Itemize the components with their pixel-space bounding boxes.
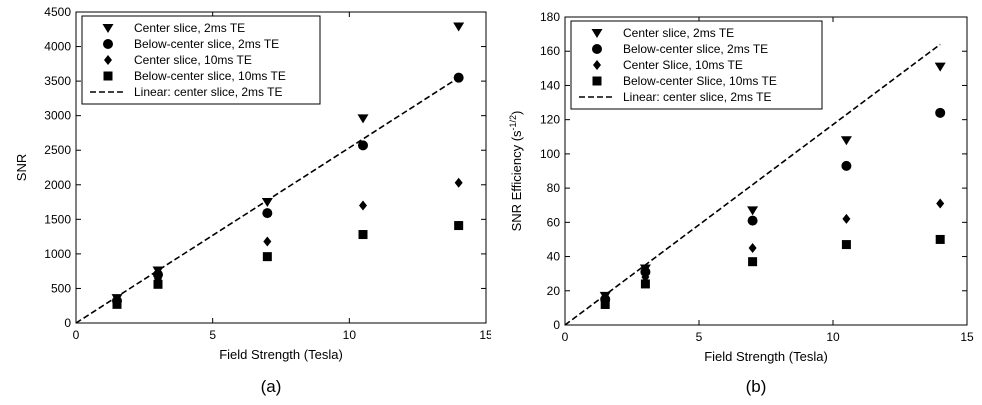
y-tick-label: 3000 [44, 109, 71, 123]
y-tick-label: 100 [540, 147, 560, 161]
y-axis-label-main: SNR Efficiency (s [509, 130, 524, 231]
data-point-series-3 [359, 200, 367, 211]
data-point-series-1 [747, 206, 759, 216]
x-tick-label: 15 [960, 330, 974, 344]
data-point-series-4 [454, 221, 464, 231]
x-tick-label: 0 [562, 330, 569, 344]
panel-label: (b) [746, 377, 767, 396]
data-point-series-1 [934, 62, 946, 72]
data-point-series-2 [358, 140, 368, 151]
data-point-series-4 [748, 257, 758, 267]
panel-label: (a) [261, 377, 282, 396]
x-axis-label: Field Strength (Tesla) [219, 347, 343, 362]
legend-marker [103, 71, 113, 81]
legend-marker [102, 24, 114, 33]
y-tick-label: 0 [553, 318, 560, 332]
data-point-series-2 [747, 215, 758, 226]
data-point-series-2 [262, 208, 273, 219]
legend-marker [591, 29, 603, 38]
y-tick-label: 20 [547, 284, 561, 298]
legend-entry-label: Center slice, 10ms TE [134, 53, 252, 67]
series-linear-fit-line [564, 43, 941, 326]
y-tick-label: 120 [540, 113, 560, 127]
y-tick-label: 40 [547, 250, 561, 264]
legend-entry-label: Below-center slice, 10ms TE [134, 69, 286, 83]
y-tick-label: 1000 [44, 247, 71, 261]
legend-marker [103, 39, 113, 49]
legend-entry-label: Center slice, 2ms TE [134, 21, 245, 35]
y-tick-label: 180 [540, 10, 560, 24]
data-point-series-4 [262, 252, 272, 262]
x-tick-label: 5 [696, 330, 703, 344]
data-point-series-4 [112, 299, 122, 309]
y-tick-label: 4000 [44, 40, 71, 54]
legend-box [81, 15, 321, 105]
data-point-series-4 [600, 299, 610, 309]
data-point-series-1 [453, 22, 465, 32]
y-tick-label: 140 [540, 78, 560, 92]
x-tick-label: 0 [73, 328, 80, 342]
legend-entry-label: Below-center Slice, 10ms TE [623, 74, 777, 88]
legend-box [570, 20, 823, 110]
y-tick-label: 0 [64, 316, 71, 330]
data-point-series-3 [842, 213, 851, 224]
y-tick-label: 2000 [44, 178, 71, 192]
legend-entry-label: Center Slice, 10ms TE [623, 58, 743, 72]
y-axis-label-sup: -1/2 [508, 115, 518, 131]
legend-entry-label: Linear: center slice, 2ms TE [623, 90, 772, 104]
legend-entry-label: Center slice, 2ms TE [623, 26, 734, 40]
data-point-series-3 [263, 236, 272, 247]
legend-marker [593, 60, 601, 70]
y-tick-label: 80 [547, 181, 561, 195]
data-point-series-2 [640, 266, 651, 277]
x-tick-label: 5 [209, 328, 216, 342]
x-axis-label: Field Strength (Tesla) [704, 349, 828, 364]
data-point-series-4 [841, 240, 851, 250]
y-tick-label: 3500 [44, 74, 71, 88]
y-axis-label-close: ) [509, 111, 524, 115]
chart-panel-b: 0 5 10 15 0 20 40 60 80 100 120 140 160 180 Field Stre… [508, 10, 974, 396]
y-axis-label: SNR Efficiency (s-1/2) [508, 111, 524, 232]
chart-panel-a: 0 5 10 15 0 500 1000 1500 2000 2500 3000 3500 4000 45… [14, 5, 491, 396]
data-point-series-4 [358, 230, 368, 240]
data-point-series-2 [841, 160, 852, 171]
legend-marker [592, 76, 602, 86]
data-point-series-4 [640, 279, 650, 289]
y-tick-label: 60 [547, 215, 561, 229]
x-tick-label: 10 [826, 330, 840, 344]
legend-marker [592, 44, 602, 54]
y-tick-label: 500 [51, 281, 71, 295]
series-linear-fit-line [75, 76, 460, 324]
data-point-series-1 [357, 114, 369, 124]
data-point-series-3 [748, 243, 757, 253]
legend-entry-label: Linear: center slice, 2ms TE [134, 85, 283, 99]
data-point-series-3 [936, 198, 945, 209]
data-point-series-3 [454, 177, 463, 188]
y-tick-label: 4500 [44, 5, 71, 19]
data-point-series-2 [935, 107, 946, 118]
x-tick-label: 15 [479, 328, 491, 342]
data-point-series-4 [935, 234, 945, 244]
data-point-series-1 [261, 198, 273, 208]
data-point-series-1 [840, 136, 852, 146]
legend-entry-label: Below-center slice, 2ms TE [623, 42, 768, 56]
y-tick-label: 160 [540, 44, 560, 58]
y-tick-label: 2500 [44, 143, 71, 157]
legend-marker [104, 55, 112, 65]
data-point-series-4 [153, 279, 163, 289]
x-tick-label: 10 [343, 328, 357, 342]
y-tick-label: 1500 [44, 212, 71, 226]
legend-entry-label: Below-center slice, 2ms TE [134, 37, 279, 51]
y-axis-label: SNR [14, 154, 29, 181]
